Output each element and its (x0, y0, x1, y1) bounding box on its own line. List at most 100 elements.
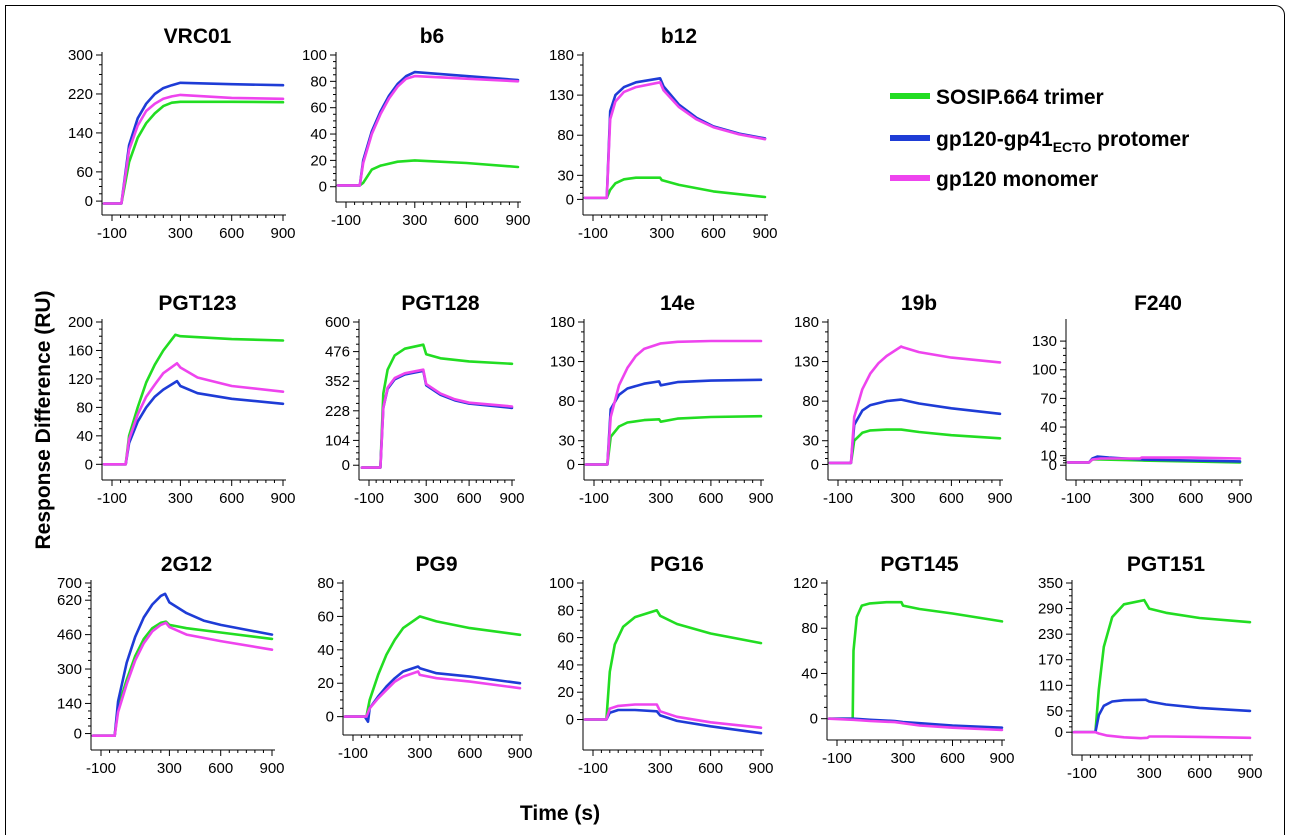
y-tick-label: 290 (1038, 601, 1063, 618)
panel-title: b6 (420, 25, 445, 48)
x-tick-label: -100 (1061, 490, 1091, 507)
x-tick-label: 900 (499, 490, 524, 507)
panel-2: 0 30 80 130 180 -100 300 600 900 b12 (549, 25, 778, 242)
y-tick-label: 300 (57, 661, 82, 678)
x-tick-label: 900 (1237, 765, 1262, 782)
y-tick-label: 40 (310, 126, 327, 143)
y-tick-label: 40 (1040, 419, 1057, 436)
panel-10: 0 20 40 60 80 100 -100 300 600 900 PG16 (549, 553, 774, 777)
series-line-0 (827, 600, 1004, 721)
panel-title: PGT145 (880, 553, 959, 576)
y-tick-label: 130 (550, 354, 575, 371)
x-tick-label: -100 (97, 490, 127, 507)
x-tick-label: -100 (97, 225, 127, 242)
y-tick-label: 120 (793, 575, 818, 592)
y-tick-label: 0 (1055, 724, 1063, 741)
legend-label-protomer-main: gp120-gp41 (936, 128, 1053, 151)
legend-label-protomer-suffix: protomer (1091, 128, 1189, 151)
panel-9: 0 20 40 60 80 -100 300 600 900 PG9 (317, 553, 532, 762)
panel-title: 19b (901, 292, 937, 315)
x-tick-label: 600 (701, 225, 726, 242)
x-tick-label: 600 (219, 225, 244, 242)
series-line-0 (828, 428, 1002, 465)
x-tick-label: 600 (1187, 765, 1212, 782)
x-tick-label: 300 (402, 212, 427, 229)
x-tick-label: -100 (579, 490, 609, 507)
series-line-2 (91, 621, 274, 738)
x-tick-label: 600 (457, 745, 482, 762)
y-tick-label: 0 (85, 193, 93, 210)
x-tick-label: -100 (86, 760, 116, 777)
y-tick-label: 130 (1032, 333, 1057, 350)
y-tick-label: 60 (310, 100, 327, 117)
panel-12: 0 50 110 170 230 290 350 -100 300 600 900 PGT151 (1038, 553, 1263, 782)
x-tick-label: -100 (331, 212, 361, 229)
y-tick-label: 40 (557, 657, 574, 674)
panel-1: 0 20 40 60 80 100 -100 300 600 900 b6 (302, 25, 531, 229)
y-tick-label: 0 (567, 456, 575, 473)
x-tick-label: 900 (987, 490, 1012, 507)
y-tick-label: 80 (310, 73, 327, 90)
x-tick-label: 900 (752, 225, 777, 242)
x-tick-label: 900 (259, 760, 284, 777)
y-tick-label: 140 (68, 125, 93, 142)
x-tick-label: 300 (648, 490, 673, 507)
y-tick-label: 80 (802, 393, 819, 410)
series-line-2 (343, 670, 522, 718)
y-tick-label: 40 (801, 665, 818, 682)
y-tick-label: 20 (557, 684, 574, 701)
series-line-2 (336, 74, 520, 187)
figure-frame (5, 5, 1285, 835)
y-tick-label: 200 (68, 314, 93, 331)
y-tick-label: 170 (1038, 652, 1063, 669)
series-line-0 (1072, 598, 1252, 734)
series-line-2 (360, 368, 514, 469)
y-tick-label: 80 (558, 393, 575, 410)
panel-4: 0 104 228 352 476 600 -100 300 600 900 PGT128 (325, 292, 525, 507)
panel-7: 010 40 70 100 130 -100 300 600 900 F240 (1032, 292, 1253, 507)
y-tick-label: 0 (74, 726, 82, 743)
legend-label-protomer: gp120-gp41ECTO protomer (936, 128, 1189, 155)
panel-title: VRC01 (164, 25, 232, 48)
x-tick-label: 900 (989, 750, 1014, 767)
y-tick-label: 80 (801, 620, 818, 637)
panel-title: 14e (660, 292, 695, 315)
y-tick-label: 130 (794, 354, 819, 371)
y-tick-label: 80 (76, 399, 93, 416)
x-tick-label: 600 (1178, 490, 1203, 507)
y-tick-label: 100 (302, 47, 327, 64)
series-line-0 (102, 100, 285, 205)
y-tick-label: 300 (68, 47, 93, 64)
panel-title: PGT128 (401, 292, 480, 315)
x-tick-label: 600 (939, 490, 964, 507)
x-tick-label: 300 (414, 490, 439, 507)
series-line-2 (828, 345, 1002, 465)
x-tick-label: 600 (208, 760, 233, 777)
legend: SOSIP.664 trimer gp120-gp41ECTO protomer… (890, 86, 1189, 191)
y-tick-label: 160 (68, 342, 93, 359)
x-tick-label: 300 (648, 760, 673, 777)
y-tick-label: 220 (68, 86, 93, 103)
x-tick-label: -100 (1067, 765, 1097, 782)
series-line-1 (102, 379, 285, 466)
y-tick-label: 0 (1049, 457, 1057, 474)
y-tick-label: 460 (57, 627, 82, 644)
series-line-0 (336, 159, 520, 187)
y-tick-label: 0 (566, 712, 574, 729)
x-tick-label: 900 (270, 225, 295, 242)
y-tick-label: 350 (1038, 575, 1063, 592)
series-line-2 (102, 93, 285, 205)
x-tick-label: 600 (940, 750, 965, 767)
x-tick-label: 600 (698, 760, 723, 777)
y-tick-label: 600 (325, 314, 350, 331)
x-tick-label: 900 (507, 745, 532, 762)
series-line-1 (336, 70, 520, 187)
x-tick-label: -100 (822, 750, 852, 767)
y-tick-label: 0 (566, 191, 574, 208)
series-line-2 (584, 339, 763, 466)
x-tick-label: 900 (748, 490, 773, 507)
panel-title: PGT151 (1127, 553, 1206, 576)
y-tick-label: 0 (342, 457, 350, 474)
